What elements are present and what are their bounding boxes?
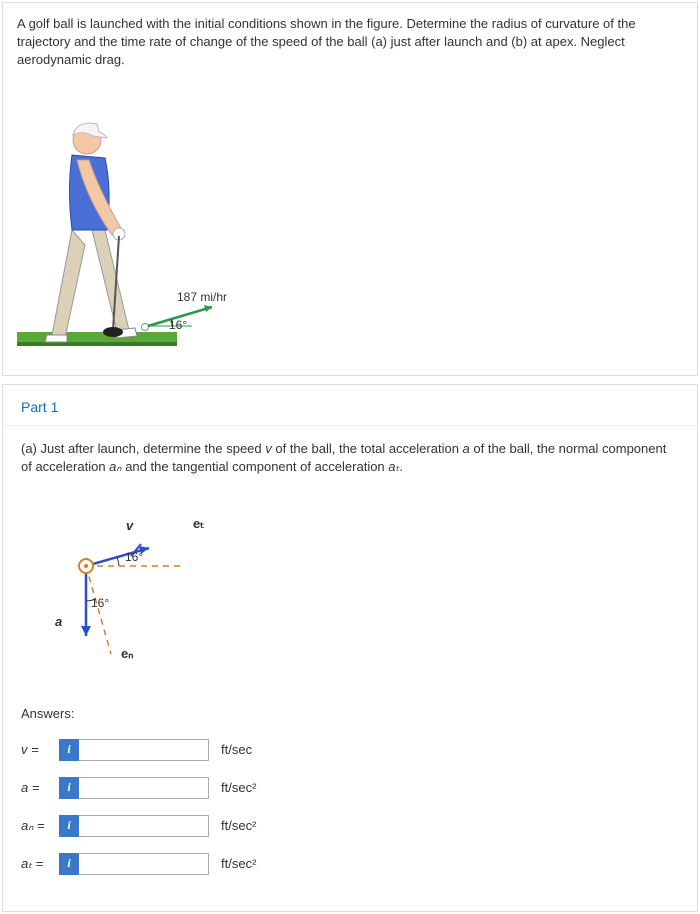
info-icon: i	[67, 856, 70, 871]
sym-a: a	[463, 441, 470, 456]
answer-row-a: a = i ft/sec²	[21, 777, 679, 799]
sym-at: aₜ	[388, 459, 399, 474]
label-an-eq: aₙ =	[21, 818, 59, 834]
unit-at: ft/sec²	[221, 856, 256, 871]
answer-row-v: v = i ft/sec	[21, 739, 679, 761]
input-an[interactable]	[79, 815, 209, 837]
part1-body: (a) Just after launch, determine the spe…	[3, 426, 697, 911]
input-v[interactable]	[79, 739, 209, 761]
problem-statement: A golf ball is launched with the initial…	[17, 15, 683, 70]
sym-an: aₙ	[109, 459, 121, 474]
figure-vectors: v eₜ eₙ a 16° 16°	[31, 486, 231, 686]
t4: .	[399, 459, 403, 474]
label-et: eₜ	[193, 516, 204, 532]
figure-golfer: 187 mi/hr 16°	[17, 80, 237, 355]
part1-container: Part 1 (a) Just after launch, determine …	[2, 384, 698, 912]
t3: and the tangential component of accelera…	[122, 459, 389, 474]
t0: (a) Just after launch, determine the spe…	[21, 441, 265, 456]
unit-v: ft/sec	[221, 742, 252, 757]
info-button[interactable]: i	[59, 815, 79, 837]
info-button[interactable]: i	[59, 853, 79, 875]
unit-an: ft/sec²	[221, 818, 256, 833]
label-a-eq: a =	[21, 780, 59, 795]
part1-text: (a) Just after launch, determine the spe…	[21, 440, 679, 476]
part1-header: Part 1	[3, 385, 697, 426]
t1: of the ball, the total acceleration	[272, 441, 463, 456]
info-icon: i	[67, 780, 70, 795]
label-en: eₙ	[121, 646, 133, 662]
problem-container: A golf ball is launched with the initial…	[2, 2, 698, 376]
unit-a: ft/sec²	[221, 780, 256, 795]
label-angle1: 16°	[125, 550, 143, 564]
info-button[interactable]: i	[59, 739, 79, 761]
info-icon: i	[67, 818, 70, 833]
velocity-label: 187 mi/hr	[177, 290, 227, 304]
label-at-eq: aₜ =	[21, 856, 59, 872]
answer-row-at: aₜ = i ft/sec²	[21, 853, 679, 875]
launch-angle-label: 16°	[169, 318, 187, 332]
label-v: v	[126, 518, 133, 533]
label-v-eq: v =	[21, 742, 59, 757]
input-at[interactable]	[79, 853, 209, 875]
label-a: a	[55, 614, 62, 629]
answers-heading: Answers:	[21, 706, 679, 721]
answer-row-an: aₙ = i ft/sec²	[21, 815, 679, 837]
info-button[interactable]: i	[59, 777, 79, 799]
info-icon: i	[67, 742, 70, 757]
input-a[interactable]	[79, 777, 209, 799]
label-angle2: 16°	[91, 596, 109, 610]
